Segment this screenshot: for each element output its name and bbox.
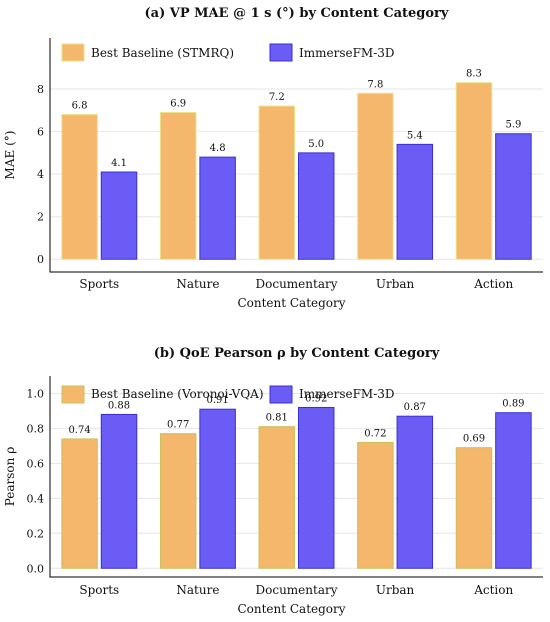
bar-baseline-urban (357, 92, 394, 260)
bar-baseline-urban (357, 441, 394, 569)
y-tick-label: 0.0 (27, 562, 45, 575)
chart-title: (a) VP MAE @ 1 s (°) by Content Category (145, 6, 449, 21)
legend-swatch (269, 43, 293, 62)
value-label: 0.77 (167, 420, 189, 431)
x-tick-label: Urban (376, 277, 415, 291)
value-label: 4.8 (210, 143, 226, 154)
y-tick-label: 0.8 (27, 422, 45, 435)
x-tick-label: Action (473, 277, 513, 291)
bar-immersefm-action (495, 133, 532, 260)
y-tick-label: 1.0 (27, 387, 45, 400)
bar-baseline-action (455, 82, 493, 260)
bar-immersefm-nature (199, 156, 236, 260)
bar-baseline-sports (61, 114, 98, 260)
value-label: 4.1 (111, 158, 127, 169)
bar-immersefm-urban (396, 143, 434, 260)
chart-title: (b) QoE Pearson ρ by Content Category (154, 346, 440, 361)
value-label: 0.92 (305, 393, 327, 404)
bar-immersefm-documentary (297, 406, 335, 569)
bar-immersefm-urban (396, 415, 434, 569)
value-label: 5.4 (407, 130, 423, 141)
x-axis-label: Content Category (237, 602, 345, 616)
value-label: 0.81 (266, 413, 288, 424)
y-axis-label: Pearson ρ (3, 447, 17, 507)
legend-label: Best Baseline (STMRQ) (91, 46, 234, 60)
value-label: 7.8 (367, 79, 383, 90)
legend-label: ImmerseFM-3D (299, 387, 395, 401)
bar-baseline-documentary (258, 426, 296, 569)
value-label: 0.87 (404, 402, 426, 413)
bar-immersefm-nature (199, 408, 236, 569)
bar-immersefm-sports (100, 413, 138, 569)
bar-baseline-nature (159, 111, 197, 260)
chart-panel-a: (a) VP MAE @ 1 s (°) by Content Category… (3, 6, 543, 310)
y-tick-label: 8 (37, 83, 44, 96)
y-tick-label: 4 (37, 168, 44, 181)
legend-swatch (61, 43, 85, 62)
bar-baseline-nature (159, 433, 197, 569)
x-tick-label: Documentary (256, 583, 338, 597)
value-label: 6.8 (72, 101, 88, 112)
value-label: 0.74 (68, 425, 90, 436)
legend-label: ImmerseFM-3D (299, 46, 395, 60)
y-tick-label: 0.4 (27, 492, 45, 505)
y-axis-label: MAE (°) (3, 131, 17, 180)
value-label: 5.0 (308, 139, 324, 150)
value-label: 6.9 (170, 98, 186, 109)
chart-panel-b: (b) QoE Pearson ρ by Content Category 0.0… (3, 346, 543, 616)
bar-immersefm-sports (100, 171, 138, 260)
bar-baseline-documentary (258, 105, 296, 260)
value-label: 0.89 (502, 399, 524, 410)
axis-frame (49, 38, 543, 273)
x-tick-label: Nature (176, 583, 219, 597)
bar-immersefm-action (495, 412, 532, 569)
legend-swatch (61, 385, 85, 404)
x-tick-label: Sports (79, 583, 119, 597)
value-label: 5.9 (505, 120, 521, 131)
axis-frame (49, 376, 543, 578)
x-tick-label: Nature (176, 277, 219, 291)
x-tick-label: Documentary (256, 277, 338, 291)
bar-baseline-sports (61, 438, 98, 569)
value-label: 0.91 (206, 395, 228, 406)
y-tick-label: 0 (37, 253, 44, 266)
x-tick-label: Action (473, 583, 513, 597)
value-label: 0.72 (364, 428, 386, 439)
y-tick-label: 0.6 (27, 457, 45, 470)
value-label: 0.69 (463, 434, 485, 445)
bar-immersefm-documentary (297, 152, 335, 260)
y-tick-label: 2 (37, 211, 44, 224)
value-label: 0.88 (108, 400, 130, 411)
legend-label: Best Baseline (Voronoi-VQA) (91, 387, 264, 401)
x-tick-label: Urban (376, 583, 415, 597)
x-axis-label: Content Category (237, 296, 345, 310)
value-label: 8.3 (466, 69, 482, 80)
y-tick-label: 0.2 (27, 527, 45, 540)
value-label: 7.2 (269, 92, 285, 103)
x-tick-label: Sports (79, 277, 119, 291)
y-tick-label: 6 (37, 126, 44, 139)
bar-baseline-action (455, 447, 493, 569)
legend-swatch (269, 385, 293, 404)
